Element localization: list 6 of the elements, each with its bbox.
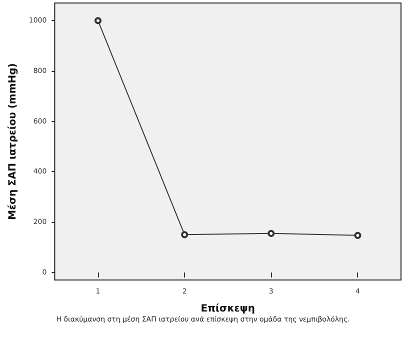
point [94, 17, 102, 24]
point [354, 232, 362, 239]
x-axis-title: Επίσκεψη [200, 304, 255, 314]
point [268, 230, 275, 237]
point [181, 231, 188, 238]
y-axis-title: Μέση ΣΑΠ ιατρείου (mmHg) [8, 63, 18, 220]
